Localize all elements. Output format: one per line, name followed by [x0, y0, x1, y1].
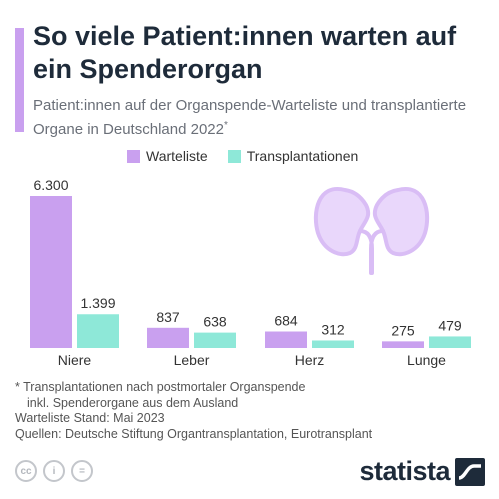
footnote-sources: Quellen: Deutsche Stiftung Organtranspla…: [15, 426, 373, 441]
footnotes: * Transplantationen nach postmortaler Or…: [15, 380, 372, 442]
data-label-niere-transplantationen: 1.399: [80, 295, 115, 311]
brand[interactable]: statista: [359, 456, 485, 487]
footnote-stand: Warteliste Stand: Mai 2023: [15, 411, 165, 425]
subtitle-footnote-mark: *: [223, 120, 228, 131]
cc-icon[interactable]: cc: [15, 460, 37, 482]
bar-niere-warteliste: [30, 196, 72, 348]
bar-lunge-transplantationen: [429, 336, 471, 348]
chart-legend: Warteliste Transplantationen: [127, 148, 378, 164]
data-label-niere-warteliste: 6.300: [33, 177, 68, 193]
legend-item-transplantationen: Transplantationen: [227, 148, 359, 164]
bar-chart: 6.300 1.399 837 638 684 312 275 479 Niere Leber H…: [30, 177, 471, 368]
bar-herz-warteliste: [265, 331, 307, 348]
data-label-herz-warteliste: 684: [274, 312, 298, 328]
data-label-lunge-transplantationen: 479: [438, 317, 462, 333]
person-icon[interactable]: i: [43, 460, 65, 482]
data-label-lunge-warteliste: 275: [391, 322, 415, 338]
category-label-leber: Leber: [174, 352, 210, 368]
statista-logo-icon: [455, 457, 485, 486]
bar-herz-transplantationen: [312, 340, 354, 348]
data-label-herz-transplantationen: 312: [321, 321, 345, 337]
data-label-leber-transplantationen: 638: [203, 314, 227, 330]
category-label-niere: Niere: [58, 352, 92, 368]
page-title: So viele Patient:innen warten auf ein Sp…: [33, 21, 457, 84]
page-subtitle: Patient:innen auf der Organspende-Wartel…: [33, 96, 488, 140]
bar-leber-warteliste: [147, 327, 189, 348]
legend-swatch-warteliste: [127, 149, 140, 163]
license-icons: cc i =: [15, 460, 99, 482]
legend-swatch-transplantationen: [227, 149, 241, 163]
bar-leber-transplantationen: [194, 332, 236, 348]
data-label-leber-warteliste: 837: [156, 309, 180, 325]
category-label-lunge: Lunge: [407, 352, 446, 368]
legend-label-warteliste: Warteliste: [146, 148, 208, 164]
brand-name: statista: [359, 456, 450, 486]
bar-niere-transplantationen: [77, 314, 119, 348]
legend-item-warteliste: Warteliste: [127, 148, 208, 164]
category-label-herz: Herz: [295, 352, 325, 368]
legend-label-transplantationen: Transplantationen: [246, 148, 359, 164]
footnote-transplant-cont: inkl. Spenderorgane aus dem Ausland: [27, 395, 239, 410]
subtitle-text: Patient:innen auf der Organspende-Wartel…: [33, 97, 467, 138]
bar-lunge-warteliste: [382, 341, 424, 348]
footnote-transplant: * Transplantationen nach postmortaler Or…: [15, 380, 306, 394]
title-accent-bar: [15, 28, 24, 132]
kidney-icon: [313, 186, 430, 275]
equals-icon[interactable]: =: [71, 460, 93, 482]
